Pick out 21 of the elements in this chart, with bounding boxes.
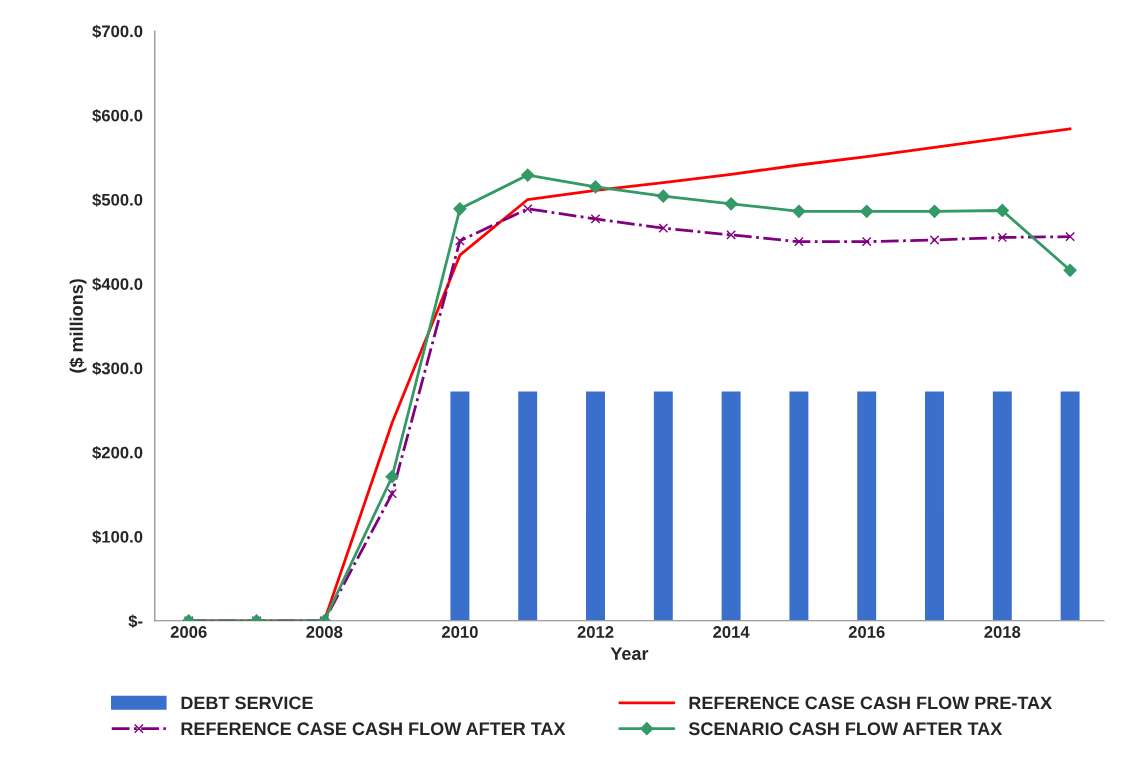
x-tick-label: 2012 xyxy=(577,626,614,638)
x-tick-label: 2008 xyxy=(306,626,343,638)
x-axis-title: Year xyxy=(610,647,649,661)
y-axis-title: ($ millions) xyxy=(69,279,87,373)
x-tick-label: 2014 xyxy=(713,626,750,638)
y-tick-label: $700.0 xyxy=(92,24,143,39)
x-tick-label: 2018 xyxy=(984,626,1021,638)
y-tick-label: $600.0 xyxy=(92,108,143,123)
y-tick-label: $500.0 xyxy=(92,193,143,207)
legend-label: REFERENCE CASE CASH FLOW PRE-TAX xyxy=(689,696,1052,710)
legend-label: REFERENCE CASE CASH FLOW AFTER TAX xyxy=(181,722,566,736)
y-tick-label: $300.0 xyxy=(92,361,143,376)
x-tick-label: 2010 xyxy=(441,626,478,638)
y-tick-label: $200.0 xyxy=(92,445,143,460)
y-tick-label: $- xyxy=(128,614,143,629)
legend-label: SCENARIO CASH FLOW AFTER TAX xyxy=(688,722,1003,736)
x-tick-label: 2006 xyxy=(170,626,207,638)
x-tick-label: 2016 xyxy=(848,626,885,638)
y-tick-label: $100.0 xyxy=(92,530,143,544)
y-tick-label: $400.0 xyxy=(92,277,143,292)
legend-label: DEBT SERVICE xyxy=(181,696,313,710)
